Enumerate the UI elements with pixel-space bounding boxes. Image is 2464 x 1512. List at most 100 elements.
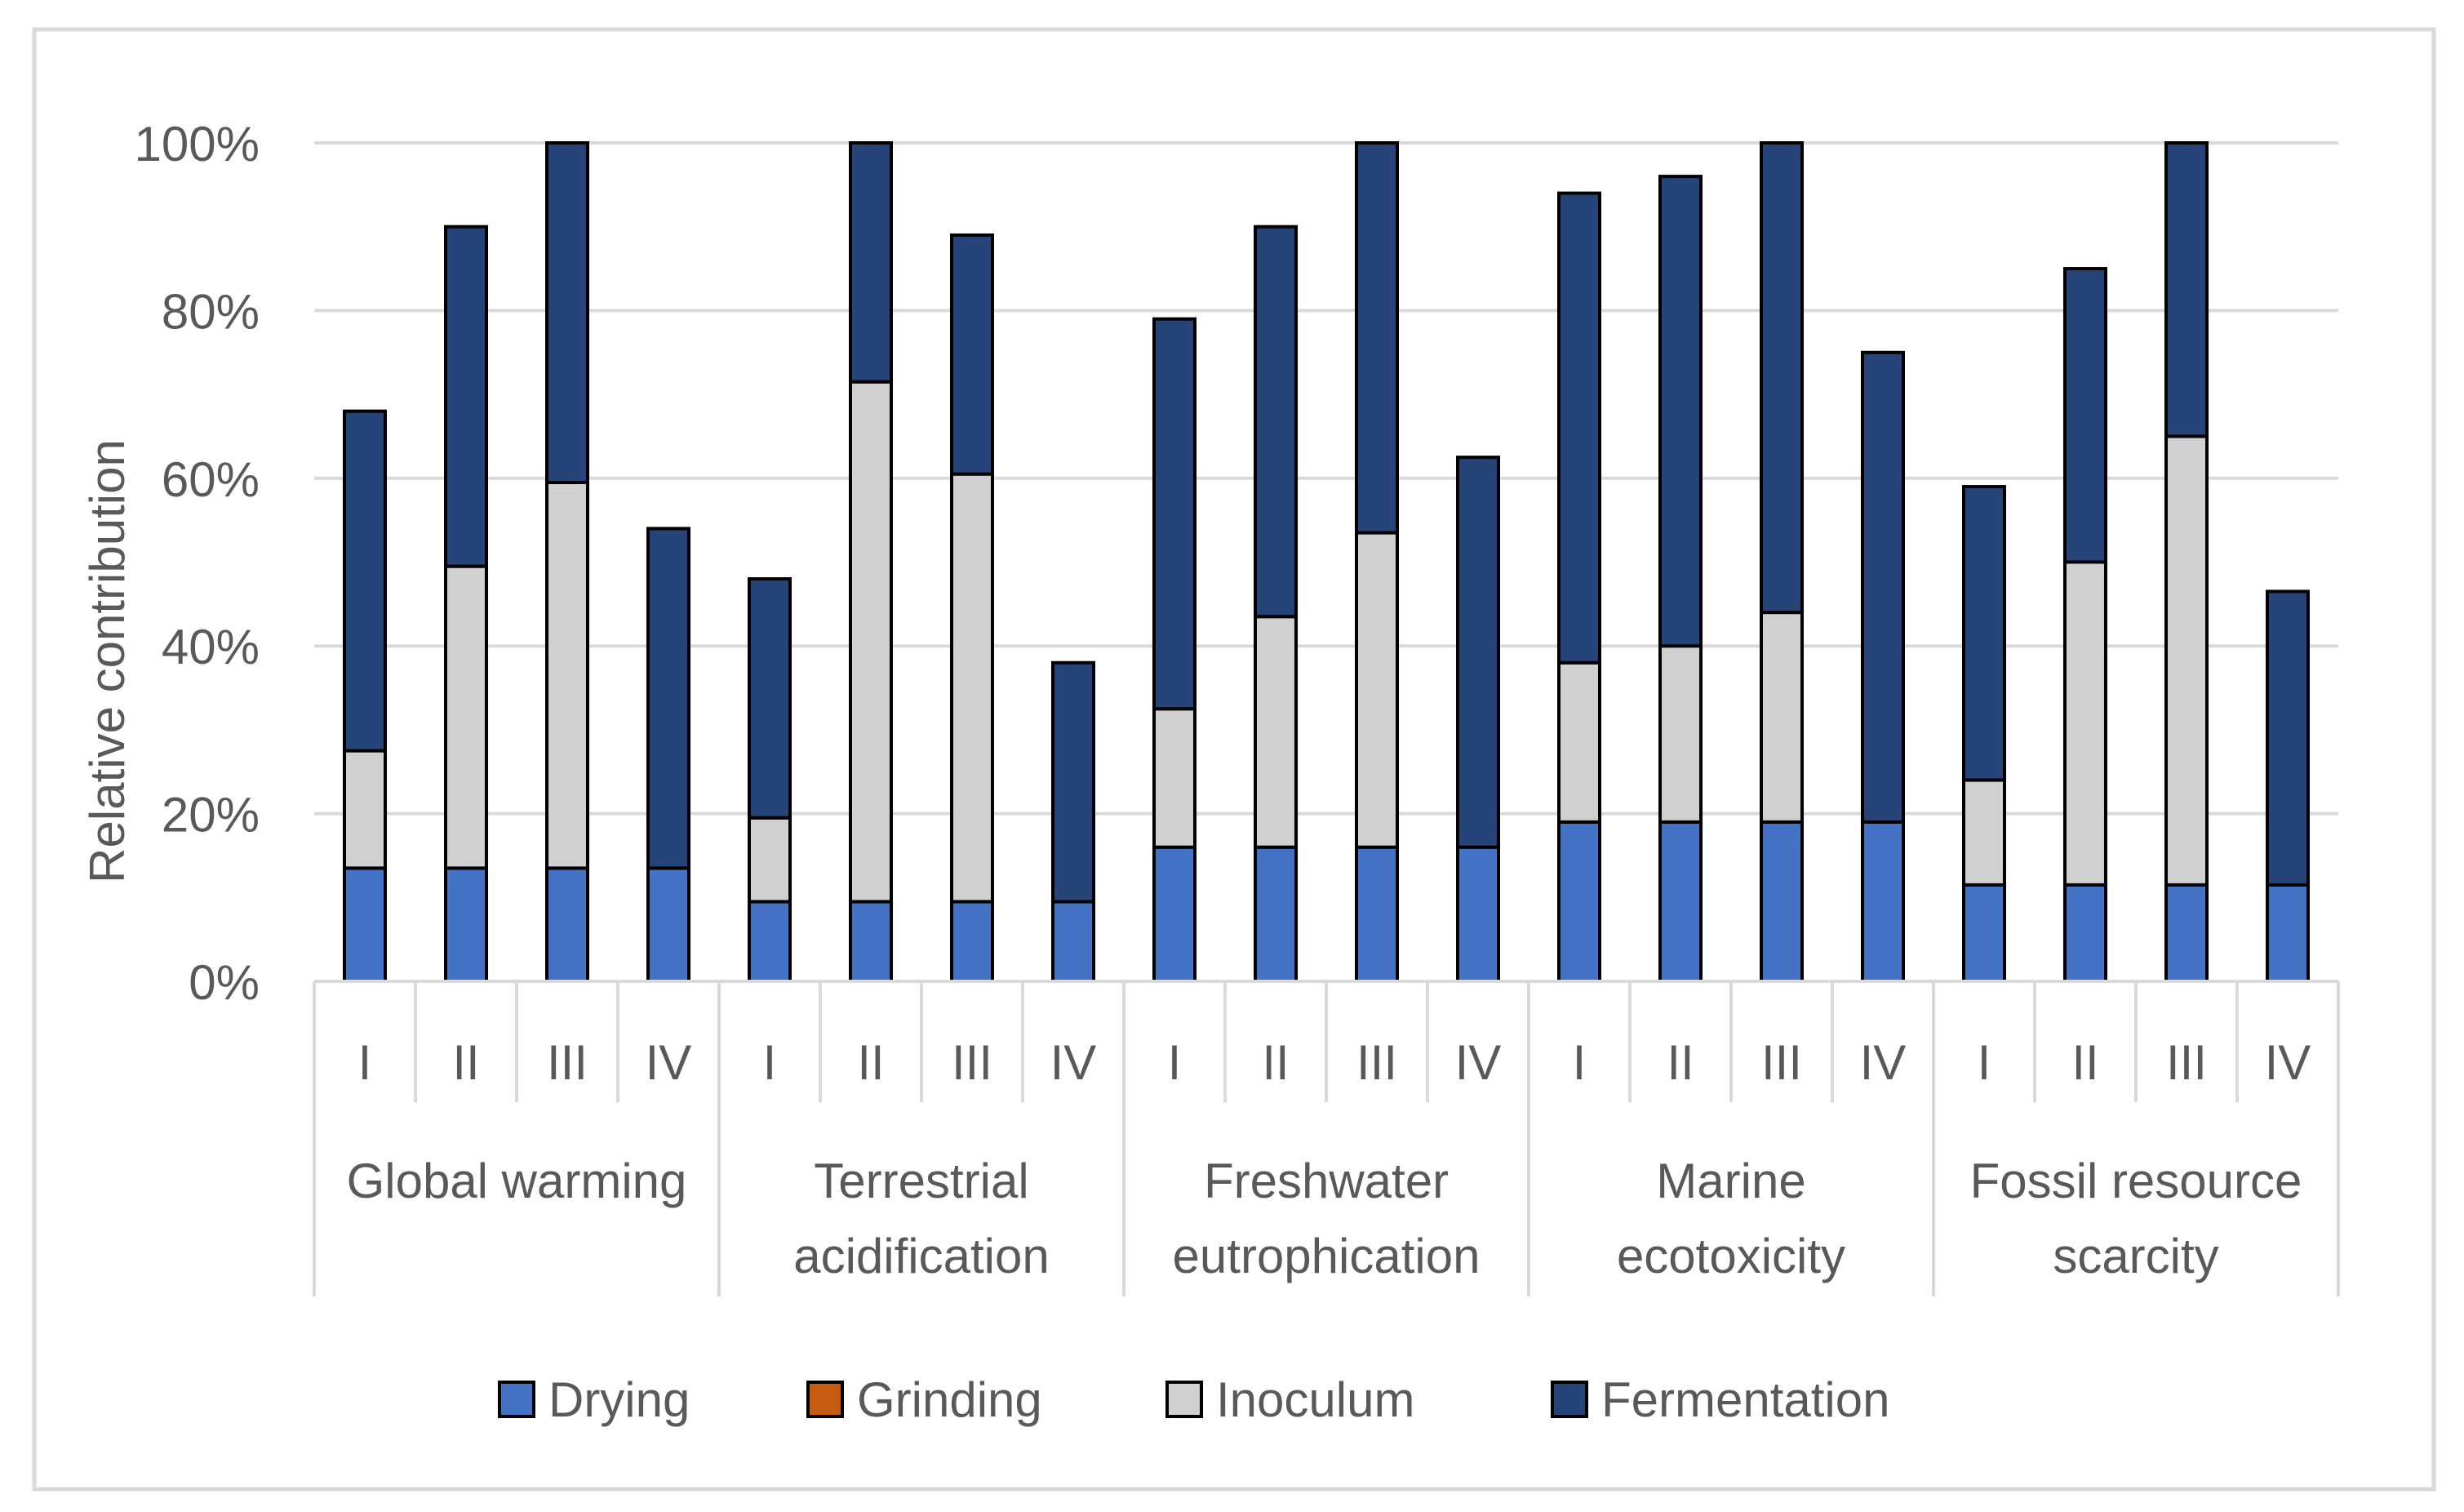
x-tick-label: IV <box>1860 1035 1907 1090</box>
x-tick-label: I <box>358 1035 372 1090</box>
bar-segment-fermentation <box>950 233 994 476</box>
bar-segment-drying <box>2266 883 2310 984</box>
bar-segment-drying <box>1760 820 1804 983</box>
group-label: Global warming <box>347 1154 687 1208</box>
x-tick-label: IV <box>1050 1035 1097 1090</box>
legend: Drying Grinding Inoculum Fermentation <box>498 1372 1890 1427</box>
bar-segment-drying <box>646 866 690 983</box>
bar-segment-drying <box>1658 820 1703 983</box>
bar-segment-drying <box>1962 883 2006 984</box>
chart-border <box>32 27 2436 1492</box>
bar-segment-inoculum <box>748 816 792 904</box>
legend-label: Drying <box>548 1372 690 1427</box>
y-axis-title: Relative contribution <box>80 439 135 883</box>
bar-segment-inoculum <box>950 472 994 904</box>
x-tick-label: I <box>1573 1035 1587 1090</box>
bar-segment-drying <box>1557 820 1601 983</box>
bar-segment-drying <box>849 900 893 984</box>
bar-segment-fermentation <box>444 225 488 568</box>
bar-segment-fermentation <box>1658 175 1703 648</box>
bar-segment-drying <box>343 866 387 983</box>
y-tick-label: 0% <box>189 955 260 1010</box>
bar-segment-drying <box>545 866 589 983</box>
bar-segment-drying <box>1152 845 1196 984</box>
bar-segment-fermentation <box>1456 456 1500 849</box>
bar-segment-inoculum <box>2063 560 2107 887</box>
bar-segment-inoculum <box>444 564 488 870</box>
x-tick-label: II <box>452 1035 479 1090</box>
group-label: Freshwater eutrophication <box>1173 1154 1481 1283</box>
bar-segment-drying <box>950 900 994 984</box>
bar-segment-drying <box>444 866 488 983</box>
bar-segment-drying <box>1254 845 1298 984</box>
y-tick-label: 80% <box>162 284 260 339</box>
bar-segment-inoculum <box>1557 660 1601 824</box>
y-tick-label: 100% <box>135 117 260 171</box>
x-tick-label: III <box>952 1035 992 1090</box>
bar-segment-drying <box>748 900 792 984</box>
x-tick-label: I <box>1978 1035 1991 1090</box>
bar-segment-fermentation <box>2063 267 2107 564</box>
bar-segment-drying <box>2164 883 2209 984</box>
bar-segment-inoculum <box>1760 611 1804 824</box>
x-tick-label: I <box>763 1035 777 1090</box>
x-tick-label: II <box>1667 1035 1694 1090</box>
bar-segment-fermentation <box>2266 589 2310 887</box>
x-tick-label: II <box>857 1035 884 1090</box>
bar-segment-fermentation <box>343 409 387 753</box>
bar-segment-drying <box>1861 820 1905 983</box>
group-label: Terrestrial acidification <box>793 1154 1050 1283</box>
bar-segment-inoculum <box>1962 778 2006 887</box>
legend-swatch <box>498 1381 535 1418</box>
bar-segment-fermentation <box>1962 485 2006 782</box>
bar-segment-drying <box>1051 900 1095 984</box>
y-tick-label: 60% <box>162 452 260 507</box>
bar-segment-inoculum <box>1254 615 1298 849</box>
bar-segment-fermentation <box>1152 317 1196 711</box>
bar-segment-inoculum <box>343 749 387 870</box>
x-tick-label: II <box>2071 1035 2098 1090</box>
bar-segment-drying <box>1355 845 1399 984</box>
x-tick-label: III <box>547 1035 588 1090</box>
y-axis-ticks: 0% 20% 40% 60% 80% 100% <box>135 117 260 1010</box>
x-axis: I II III IV I II III IV I II III IV I II III IV I II III IV… <box>313 980 2340 1296</box>
legend-swatch <box>1165 1381 1203 1418</box>
x-tick-label: IV <box>2265 1035 2311 1090</box>
bar-segment-fermentation <box>1254 225 1298 619</box>
bar-segment-fermentation <box>849 141 893 384</box>
x-tick-label: III <box>2166 1035 2207 1090</box>
bar-segment-fermentation <box>1760 141 1804 615</box>
bar-segment-fermentation <box>1355 141 1399 535</box>
x-tick-label: I <box>1168 1035 1182 1090</box>
y-tick-label: 20% <box>162 788 260 843</box>
group-label: Marine ecotoxicity <box>1617 1154 1845 1283</box>
x-tick-label: II <box>1262 1035 1289 1090</box>
legend-swatch <box>806 1381 844 1418</box>
x-tick-label: III <box>1761 1035 1802 1090</box>
x-tick-label: III <box>1356 1035 1397 1090</box>
bar-segment-fermentation <box>748 577 792 820</box>
bar-segment-inoculum <box>1152 707 1196 849</box>
bar-segment-inoculum <box>2164 434 2209 887</box>
bar-segment-fermentation <box>1861 350 1905 824</box>
group-label: Fossil resource scarcity <box>1970 1154 2302 1283</box>
x-tick-label: IV <box>646 1035 692 1090</box>
bar-segment-fermentation <box>1051 660 1095 904</box>
legend-label: Inoculum <box>1216 1372 1414 1427</box>
x-tick-label: IV <box>1455 1035 1502 1090</box>
bar-segment-drying <box>1456 845 1500 984</box>
bar-segment-inoculum <box>545 480 589 870</box>
bar-segment-fermentation <box>646 527 690 870</box>
bar-segment-fermentation <box>2164 141 2209 438</box>
bar-segment-fermentation <box>1557 191 1601 665</box>
bars <box>343 141 2310 984</box>
legend-label: Grinding <box>857 1372 1042 1427</box>
legend-swatch <box>1551 1381 1588 1418</box>
bar-segment-fermentation <box>545 141 589 484</box>
bar-segment-drying <box>2063 883 2107 984</box>
bar-segment-inoculum <box>1355 531 1399 849</box>
bar-segment-inoculum <box>1658 644 1703 824</box>
legend-label: Fermentation <box>1601 1372 1890 1427</box>
y-tick-label: 40% <box>162 620 260 674</box>
